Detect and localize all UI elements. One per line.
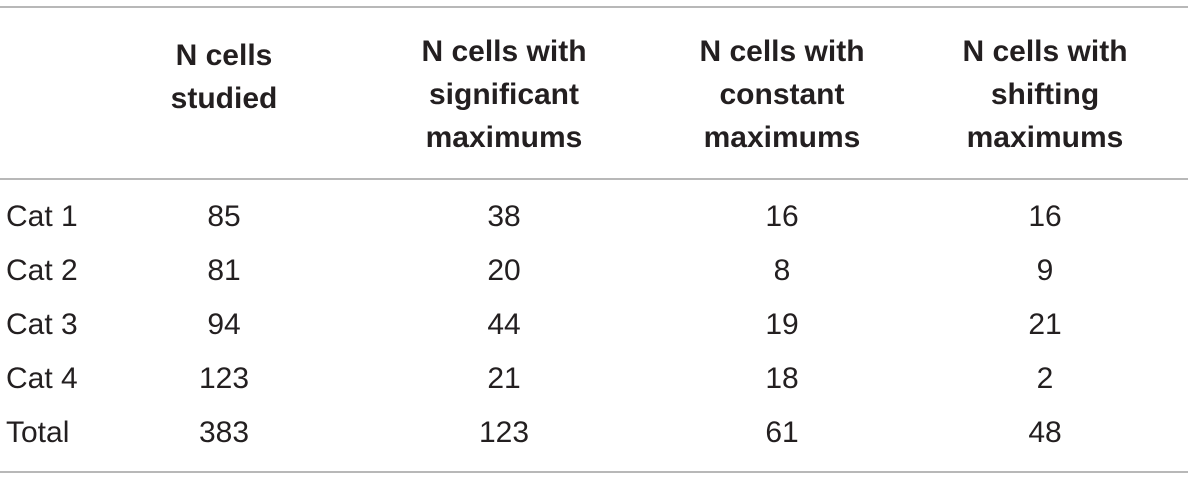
- table-row: Cat 4 123 21 18 2: [0, 352, 1200, 406]
- header-cell-significant: N cells with significant maximums: [396, 8, 680, 178]
- table-row: Cat 2 81 20 8 9: [0, 244, 1200, 298]
- cell-significant: 123: [396, 406, 680, 460]
- header-shifting-line-2: shifting: [990, 77, 1100, 111]
- value-significant: 44: [487, 308, 521, 341]
- value-significant: 20: [487, 254, 521, 287]
- cell-constant: 16: [680, 178, 964, 244]
- value-constant: 19: [765, 308, 799, 341]
- table-bottom-rule: [0, 471, 1188, 473]
- header-cell-constant: N cells with constant maximums: [680, 8, 964, 178]
- table-top-rule: [0, 6, 1188, 8]
- header-significant-line-2: significant: [428, 77, 579, 111]
- table-row-total: Total 383 123 61 48: [0, 406, 1200, 460]
- cell-studied: 383: [112, 406, 396, 460]
- header-constant-line-1: N cells with: [699, 34, 865, 68]
- cell-shifting: 2: [964, 352, 1200, 406]
- value-studied: 383: [198, 416, 250, 449]
- header-studied-line-1: N cells: [175, 39, 273, 72]
- header-constant-line-2: constant: [719, 77, 845, 111]
- table-header-rule: [0, 178, 1188, 180]
- header-row: N cells studied N cells with significant…: [0, 8, 1200, 178]
- header-significant-line-1: N cells with: [421, 34, 587, 68]
- value-significant: 38: [487, 200, 521, 233]
- value-shifting: 48: [1028, 416, 1062, 449]
- value-constant: 18: [765, 362, 799, 395]
- value-constant: 16: [765, 200, 799, 233]
- cell-constant: 61: [680, 406, 964, 460]
- value-studied: 81: [207, 254, 241, 287]
- value-constant: 61: [765, 416, 799, 449]
- table-row: Cat 3 94 44 19 21: [0, 298, 1200, 352]
- table-body: Cat 1 85 38 16 16 Cat 2 81 20 8 9 Cat 3 …: [0, 178, 1200, 460]
- cell-studied: 94: [112, 298, 396, 352]
- cell-significant: 20: [396, 244, 680, 298]
- value-studied: 123: [198, 362, 250, 395]
- cell-constant: 18: [680, 352, 964, 406]
- value-significant: 21: [487, 362, 521, 395]
- row-label: Cat 4: [6, 362, 78, 395]
- value-shifting: 2: [1036, 362, 1054, 395]
- cell-shifting: 48: [964, 406, 1200, 460]
- cell-studied: 85: [112, 178, 396, 244]
- cell-shifting: 21: [964, 298, 1200, 352]
- header-shifting-line-3: maximums: [966, 120, 1124, 154]
- value-shifting: 21: [1028, 308, 1062, 341]
- cell-significant: 44: [396, 298, 680, 352]
- cell-studied: 81: [112, 244, 396, 298]
- cell-shifting: 9: [964, 244, 1200, 298]
- cell-significant: 21: [396, 352, 680, 406]
- table-header: N cells studied N cells with significant…: [0, 8, 1200, 178]
- row-label: Cat 3: [6, 308, 78, 341]
- cell-constant: 19: [680, 298, 964, 352]
- value-constant: 8: [773, 254, 791, 287]
- cell-studied: 123: [112, 352, 396, 406]
- value-studied: 94: [207, 308, 241, 341]
- header-significant-line-3: maximums: [425, 120, 583, 154]
- row-label: Cat 1: [6, 200, 78, 233]
- data-table: N cells studied N cells with significant…: [0, 8, 1200, 460]
- cell-constant: 8: [680, 244, 964, 298]
- table-row: Cat 1 85 38 16 16: [0, 178, 1200, 244]
- value-significant: 123: [478, 416, 530, 449]
- header-cell-shifting: N cells with shifting maximums: [962, 8, 1200, 178]
- value-shifting: 9: [1036, 254, 1054, 287]
- cell-significant: 38: [396, 178, 680, 244]
- row-label: Total: [6, 416, 70, 449]
- header-shifting-line-1: N cells with: [962, 34, 1128, 68]
- header-studied-line-2: studied: [170, 82, 278, 115]
- value-shifting: 16: [1028, 200, 1062, 233]
- header-cell-studied: N cells studied: [112, 8, 396, 178]
- value-studied: 85: [207, 200, 241, 233]
- cell-shifting: 16: [964, 178, 1200, 244]
- row-label: Cat 2: [6, 254, 78, 287]
- header-constant-line-3: maximums: [703, 120, 861, 154]
